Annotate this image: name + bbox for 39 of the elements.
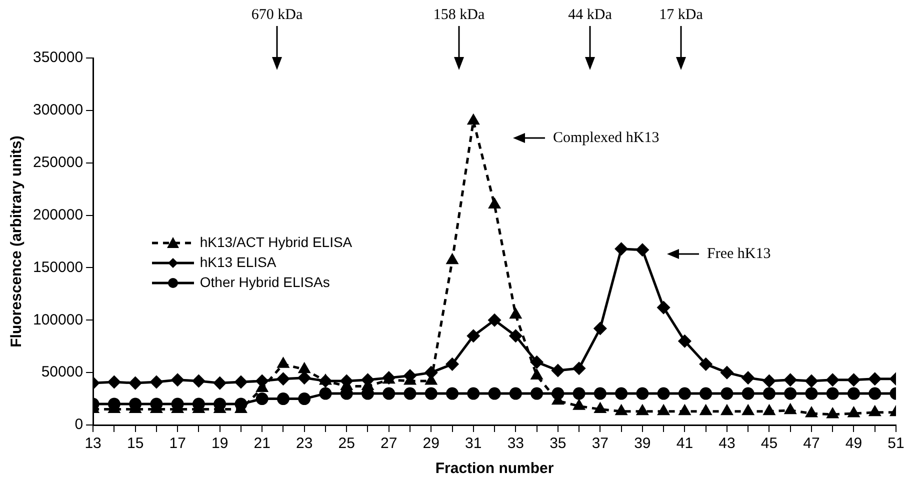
y-tick-label: 50000	[41, 364, 84, 381]
y-tick-label: 300000	[32, 102, 84, 119]
legend-label: hK13/ACT Hybrid ELISA	[200, 234, 352, 250]
x-tick-label: 13	[84, 435, 102, 452]
x-axis-title: Fraction number	[435, 460, 554, 478]
y-tick-label: 350000	[32, 49, 84, 66]
text: 17 kDa	[658, 6, 704, 24]
x-tick-label: 21	[254, 435, 270, 452]
y-tick-label: 150000	[32, 258, 84, 276]
x-tick-label: 29	[422, 435, 440, 452]
x-tick-label: 31	[465, 435, 482, 452]
annotation: Complexed hK13	[553, 129, 660, 148]
x-tick-label: 51	[888, 435, 904, 452]
y-tick-label: 100000	[32, 311, 84, 328]
y-axis-title: Fluorescence (arbitrary units)	[8, 136, 26, 348]
x-tick-label: 43	[718, 435, 736, 452]
text: 158 kDa	[432, 6, 486, 24]
legend-label: hK13 ELISA	[200, 254, 276, 270]
x-tick-label: 19	[211, 435, 228, 452]
x-tick-label: 45	[760, 435, 778, 452]
text: 44 kDa	[567, 6, 613, 24]
x-tick-label: 17	[169, 435, 186, 452]
x-tick-label: 27	[380, 435, 398, 452]
x-tick-label: 37	[592, 435, 609, 452]
legend-label: Other Hybrid ELISAs	[200, 274, 330, 290]
y-tick-label: 250000	[32, 154, 84, 171]
x-tick-label: 35	[550, 435, 566, 452]
x-tick-label: 47	[803, 435, 820, 452]
x-tick-label: 25	[338, 435, 355, 452]
x-tick-label: 41	[676, 435, 694, 452]
x-tick-label: 33	[507, 435, 524, 452]
y-tick-label: 0	[74, 416, 84, 434]
text: 670 kDa	[250, 6, 304, 24]
x-tick-label: 49	[845, 435, 862, 452]
x-tick-label: 15	[126, 435, 144, 452]
x-tick-label: 23	[296, 435, 313, 452]
y-tick-label: 200000	[32, 206, 84, 224]
x-tick-label: 39	[634, 435, 651, 452]
annotation: Free hK13	[707, 245, 771, 264]
